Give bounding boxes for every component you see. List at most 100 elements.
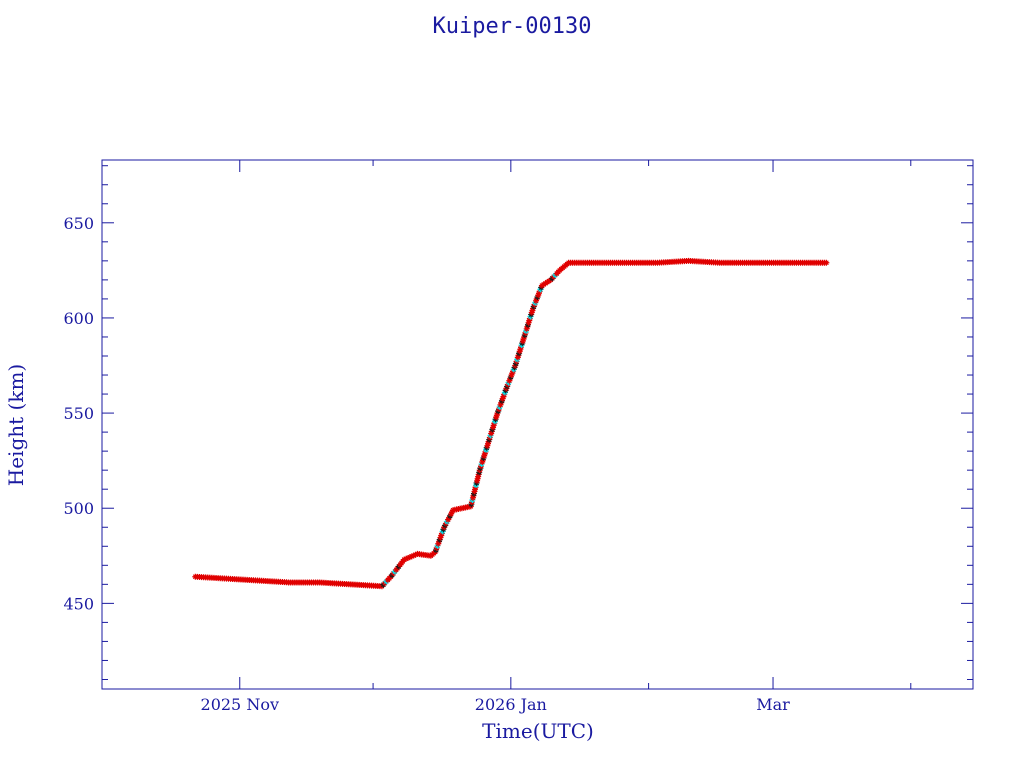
data-point bbox=[528, 311, 535, 318]
data-point bbox=[484, 442, 491, 449]
data-point bbox=[496, 403, 503, 410]
data-point bbox=[481, 450, 488, 457]
data-point bbox=[432, 548, 439, 555]
data-point bbox=[526, 315, 533, 322]
data-point bbox=[519, 340, 526, 347]
data-point bbox=[449, 509, 456, 516]
data-point bbox=[823, 259, 830, 266]
x-tick-label: Mar bbox=[756, 695, 790, 714]
data-point bbox=[480, 454, 487, 461]
data-point bbox=[446, 514, 453, 521]
data-point bbox=[517, 346, 524, 353]
data-point bbox=[494, 410, 501, 417]
data-point bbox=[433, 546, 440, 553]
data-point bbox=[403, 555, 410, 562]
data-point bbox=[500, 393, 507, 400]
data-point bbox=[503, 385, 510, 392]
data-point bbox=[504, 383, 511, 390]
data-point bbox=[488, 428, 495, 435]
data-point bbox=[521, 333, 528, 340]
data-point bbox=[488, 430, 495, 437]
data-point bbox=[497, 401, 504, 408]
data-point bbox=[486, 436, 493, 443]
data-point bbox=[538, 284, 545, 291]
data-point bbox=[477, 463, 484, 470]
data-point bbox=[517, 344, 524, 351]
data-point bbox=[483, 444, 490, 451]
data-point bbox=[498, 399, 505, 406]
data-point bbox=[481, 452, 488, 459]
data-point bbox=[434, 542, 441, 549]
data-point bbox=[527, 313, 534, 320]
data-point bbox=[489, 426, 496, 433]
y-tick-label: 500 bbox=[63, 499, 94, 518]
data-point bbox=[530, 305, 537, 312]
data-point bbox=[493, 414, 500, 421]
data-point bbox=[493, 412, 500, 419]
data-point bbox=[516, 350, 523, 357]
data-point bbox=[438, 532, 445, 539]
data-point bbox=[530, 303, 537, 310]
plot-frame bbox=[101, 159, 974, 690]
data-point bbox=[514, 356, 521, 363]
data-point bbox=[512, 360, 519, 367]
data-point bbox=[515, 352, 522, 359]
data-point bbox=[502, 387, 509, 394]
data-point bbox=[532, 299, 539, 306]
data-point bbox=[404, 554, 411, 561]
data-point bbox=[479, 459, 486, 466]
data-point bbox=[479, 456, 486, 463]
data-point bbox=[482, 448, 489, 455]
data-point bbox=[521, 331, 528, 338]
data-point bbox=[438, 530, 445, 537]
data-point bbox=[520, 336, 527, 343]
data-point bbox=[441, 524, 448, 531]
data-point bbox=[510, 368, 517, 375]
y-tick-label: 450 bbox=[63, 594, 94, 613]
data-point bbox=[523, 325, 530, 332]
data-point bbox=[533, 297, 540, 304]
data-point bbox=[504, 381, 511, 388]
data-point bbox=[412, 551, 419, 558]
data-point bbox=[408, 553, 415, 560]
data-point bbox=[526, 317, 533, 324]
data-point bbox=[486, 434, 493, 441]
data-point bbox=[448, 510, 455, 517]
x-tick-label: 2026 Jan bbox=[475, 695, 547, 714]
data-point bbox=[516, 348, 523, 355]
data-point bbox=[483, 446, 490, 453]
data-point bbox=[442, 522, 449, 529]
data-point bbox=[528, 309, 535, 316]
data-point bbox=[508, 372, 515, 379]
data-point bbox=[510, 366, 517, 373]
data-point bbox=[490, 424, 497, 431]
y-tick-label: 600 bbox=[63, 309, 94, 328]
data-point bbox=[512, 362, 519, 369]
data-point bbox=[505, 379, 512, 386]
y-tick-label: 650 bbox=[63, 214, 94, 233]
data-point bbox=[535, 292, 542, 299]
data-point bbox=[531, 301, 538, 308]
data-point bbox=[401, 556, 408, 563]
y-tick-label: 550 bbox=[63, 404, 94, 423]
data-point bbox=[535, 290, 542, 297]
data-point bbox=[406, 554, 413, 561]
data-point bbox=[529, 307, 536, 314]
data-point bbox=[439, 528, 446, 535]
data-point bbox=[490, 422, 497, 429]
data-point bbox=[534, 294, 541, 301]
data-point bbox=[506, 377, 513, 384]
data-point bbox=[501, 391, 508, 398]
data-point bbox=[499, 395, 506, 402]
data-point bbox=[524, 321, 531, 328]
data-point bbox=[491, 420, 498, 427]
data-point bbox=[440, 526, 447, 533]
data-point bbox=[501, 389, 508, 396]
data-point bbox=[433, 544, 440, 551]
data-point bbox=[513, 358, 520, 365]
data-point bbox=[495, 408, 502, 415]
x-tick-label: 2025 Nov bbox=[201, 695, 279, 714]
data-point bbox=[477, 465, 484, 472]
data-point bbox=[537, 286, 544, 293]
